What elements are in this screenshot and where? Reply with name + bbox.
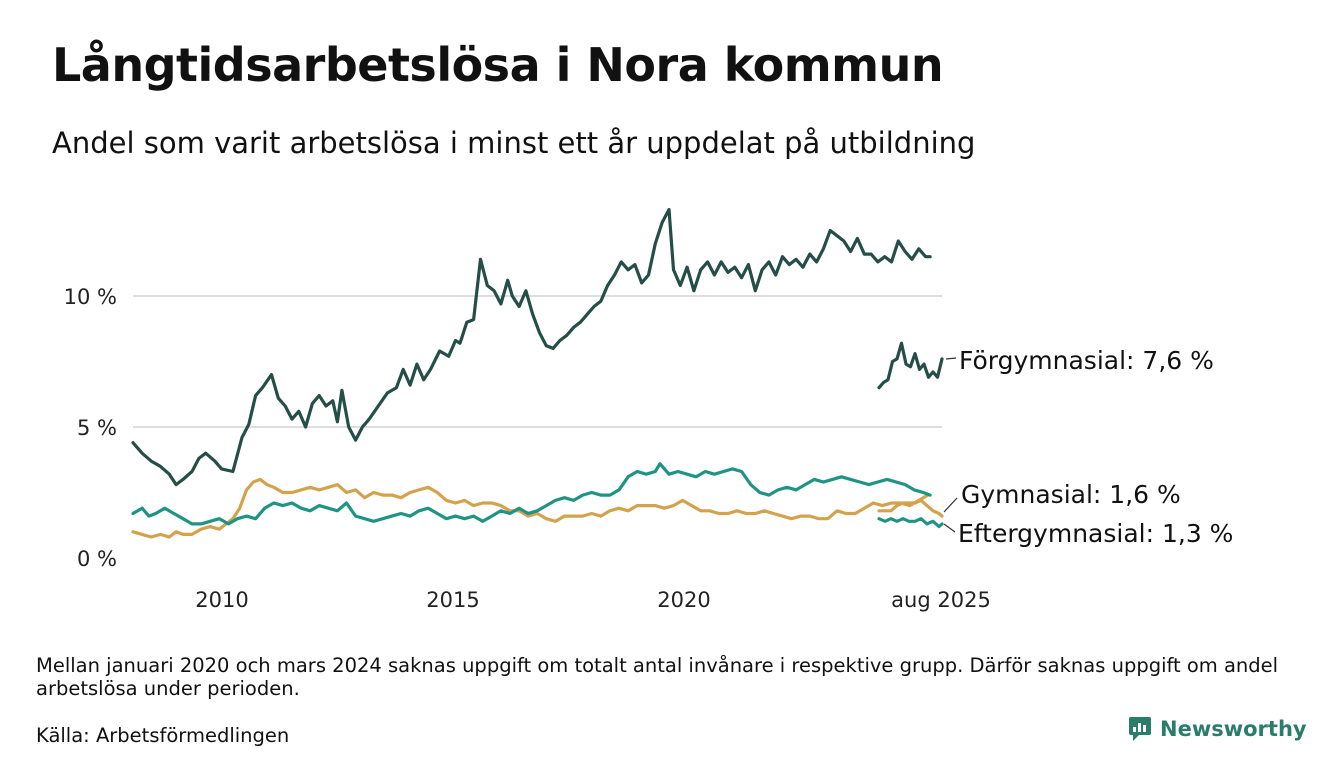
series-line-gymnasial: [131, 477, 930, 539]
y-tick-label: 5 %: [77, 416, 117, 440]
x-tick-label: 2010: [195, 588, 248, 612]
newsworthy-logo-icon: [1129, 717, 1151, 741]
line-chart: 0 % 5 % 10 % 2010 2015 2020 aug 2025 Förgymna…: [64, 207, 1233, 612]
source-text: Källa: Arbetsförmedlingen: [36, 724, 290, 747]
x-tick-label: aug 2025: [891, 588, 991, 612]
series-end-label: Gymnasial: 1,6 %: [961, 480, 1181, 509]
series-end-label: Förgymnasial: 7,6 %: [959, 346, 1214, 375]
series-line-gymnasial: [877, 498, 944, 518]
y-tick-label: 0 %: [77, 547, 117, 571]
end-label-leader: [943, 497, 958, 513]
chart-subtitle: Andel som varit arbetslösa i minst ett å…: [52, 126, 976, 160]
y-tick-label: 10 %: [64, 285, 117, 309]
series-line-eftergymnasial: [877, 517, 944, 529]
end-label-leader: [945, 357, 957, 360]
series-line-förgymnasial: [877, 341, 944, 390]
series-end-label: Eftergymnasial: 1,3 %: [958, 519, 1233, 548]
brand-logo: Newsworthy: [1128, 716, 1307, 742]
x-tick-label: 2020: [657, 588, 710, 612]
end-label-leader: [943, 523, 956, 533]
series-line-förgymnasial: [131, 207, 932, 487]
x-tick-label: 2015: [426, 588, 479, 612]
footnote: Mellan januari 2020 och mars 2024 saknas…: [36, 654, 1279, 700]
chart-title: Långtidsarbetslösa i Nora kommun: [52, 38, 944, 92]
series-line-eftergymnasial: [131, 462, 932, 526]
brand-name: Newsworthy: [1160, 717, 1307, 741]
